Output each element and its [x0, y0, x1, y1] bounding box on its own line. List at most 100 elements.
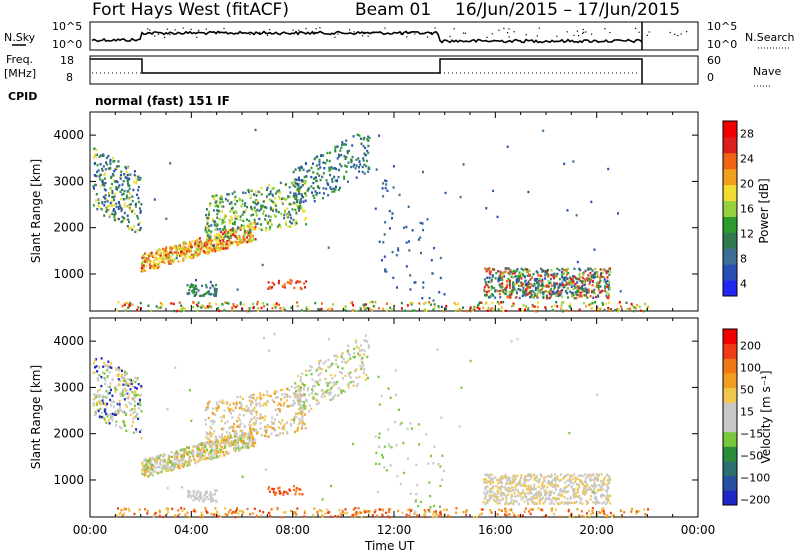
range-cell: [290, 306, 293, 309]
range-cell: [133, 407, 136, 410]
range-cell: [185, 451, 188, 454]
range-cell: [115, 413, 117, 416]
range-cell: [340, 154, 343, 157]
range-cell: [198, 249, 201, 253]
range-cell: [580, 498, 583, 502]
range-cell: [188, 463, 191, 466]
range-cell: [224, 513, 227, 516]
range-cell: [444, 191, 447, 195]
range-cell: [152, 464, 155, 467]
range-cell: [178, 244, 180, 248]
range-cell: [522, 489, 525, 492]
range-cell: [136, 393, 139, 397]
range-cell: [231, 218, 233, 221]
range-cell: [569, 497, 572, 500]
range-cell: [529, 512, 532, 516]
range-cell: [574, 478, 577, 481]
range-cell: [227, 193, 230, 196]
range-cell: [355, 158, 358, 161]
range-cell: [345, 170, 348, 173]
range-cell: [209, 280, 212, 284]
nsky-dot: [577, 34, 580, 37]
range-cell: [252, 200, 255, 204]
range-cell: [504, 502, 507, 506]
range-cell: [302, 407, 304, 411]
range-cell: [242, 439, 245, 442]
range-cell: [562, 301, 565, 304]
range-cell: [148, 457, 151, 460]
range-cell: [289, 422, 292, 426]
range-cell: [194, 242, 197, 245]
range-cell: [335, 185, 337, 188]
range-cell: [565, 474, 567, 478]
range-cell: [318, 160, 321, 163]
nsky-dot: [582, 32, 584, 35]
range-cell: [508, 284, 511, 287]
range-cell: [128, 177, 131, 180]
range-cell: [344, 157, 347, 160]
range-cell: [208, 229, 210, 232]
range-cell: [511, 272, 514, 275]
range-cell: [274, 202, 277, 206]
range-cell: [506, 489, 509, 493]
range-cell: [245, 405, 248, 408]
range-cell: [556, 267, 559, 270]
range-cell: [540, 508, 542, 511]
range-cell: [246, 229, 249, 233]
range-cell: [129, 208, 132, 211]
range-cell: [103, 417, 106, 420]
range-cell: [242, 235, 245, 238]
range-cell: [258, 395, 261, 399]
range-cell: [383, 255, 386, 258]
range-cell: [334, 179, 337, 182]
range-cell: [123, 198, 126, 201]
range-cell: [359, 344, 362, 347]
range-cell: [123, 303, 126, 307]
range-cell: [366, 149, 369, 153]
power-scatter: [92, 128, 649, 313]
range-cell: [459, 195, 462, 199]
range-cell: [384, 187, 387, 190]
range-cell: [409, 274, 412, 277]
range-cell: [336, 394, 339, 397]
range-cell: [322, 161, 325, 164]
range-cell: [528, 269, 531, 272]
range-cell: [408, 249, 411, 252]
range-cell: [419, 500, 422, 504]
range-cell: [560, 488, 562, 491]
range-cell: [111, 204, 114, 208]
range-cell: [630, 302, 633, 306]
range-cell: [573, 501, 576, 504]
range-cell: [241, 443, 244, 446]
range-cell: [374, 509, 377, 512]
range-cell: [220, 435, 223, 439]
range-cell: [102, 165, 105, 168]
range-cell: [217, 209, 220, 213]
range-cell: [294, 185, 297, 188]
range-cell: [578, 295, 581, 298]
range-cell: [108, 371, 111, 374]
range-cell: [115, 424, 118, 427]
range-cell: [367, 170, 370, 173]
range-cell: [594, 495, 597, 499]
range-cell: [92, 398, 95, 401]
range-cell: [309, 369, 312, 372]
range-cell: [158, 466, 161, 469]
range-cell: [221, 433, 224, 436]
range-cell: [318, 362, 321, 365]
range-cell: [187, 489, 190, 493]
range-cell: [334, 145, 337, 149]
range-cell: [202, 499, 205, 502]
range-cell: [424, 515, 427, 519]
range-cell: [171, 507, 174, 510]
range-cell: [350, 302, 353, 305]
range-cell: [536, 292, 539, 296]
range-cell: [182, 243, 185, 246]
range-cell: [188, 289, 191, 292]
range-cell: [287, 405, 290, 408]
range-cell: [134, 386, 137, 389]
range-cell: [497, 482, 500, 485]
range-cell: [504, 513, 506, 516]
range-cell: [118, 403, 121, 406]
range-cell: [127, 205, 130, 208]
